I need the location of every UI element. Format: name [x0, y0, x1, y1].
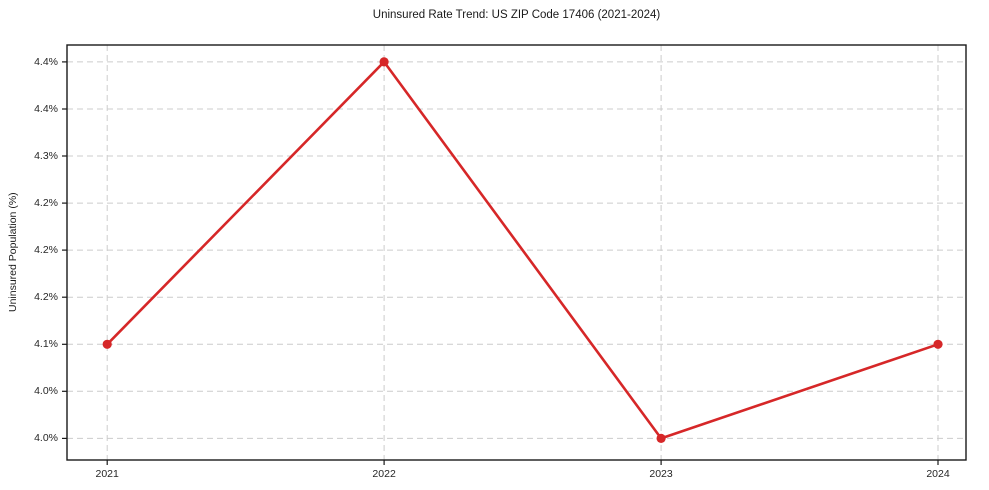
y-tick-label: 4.3%	[34, 150, 58, 163]
x-tick-label: 2024	[926, 468, 950, 480]
y-tick-label: 4.4%	[34, 55, 58, 68]
data-point-marker	[379, 57, 389, 67]
y-tick-label: 4.2%	[34, 244, 58, 257]
line-chart-svg	[62, 44, 967, 465]
x-tick-label: 2022	[372, 468, 396, 480]
plot-frame	[66, 44, 967, 461]
x-tick-label: 2023	[649, 468, 673, 480]
y-tick-label: 4.0%	[34, 385, 58, 398]
data-point-marker	[933, 339, 943, 349]
trend-line	[105, 60, 940, 440]
y-tick-label: 4.4%	[34, 102, 58, 115]
y-tick-label: 4.0%	[34, 432, 58, 445]
data-point-marker	[656, 433, 666, 443]
y-tick-label: 4.2%	[34, 291, 58, 304]
data-point-marker	[102, 339, 112, 349]
chart-title: Uninsured Rate Trend: US ZIP Code 17406 …	[372, 9, 661, 21]
plot-area	[62, 44, 967, 465]
y-tick-label: 4.1%	[34, 338, 58, 351]
x-tick-label: 2021	[95, 468, 119, 480]
y-tick-label: 4.2%	[34, 197, 58, 210]
